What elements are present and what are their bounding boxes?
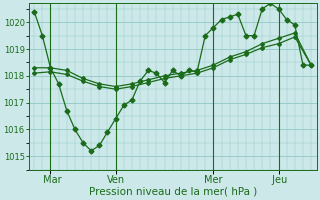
X-axis label: Pression niveau de la mer( hPa ): Pression niveau de la mer( hPa )	[89, 187, 257, 197]
